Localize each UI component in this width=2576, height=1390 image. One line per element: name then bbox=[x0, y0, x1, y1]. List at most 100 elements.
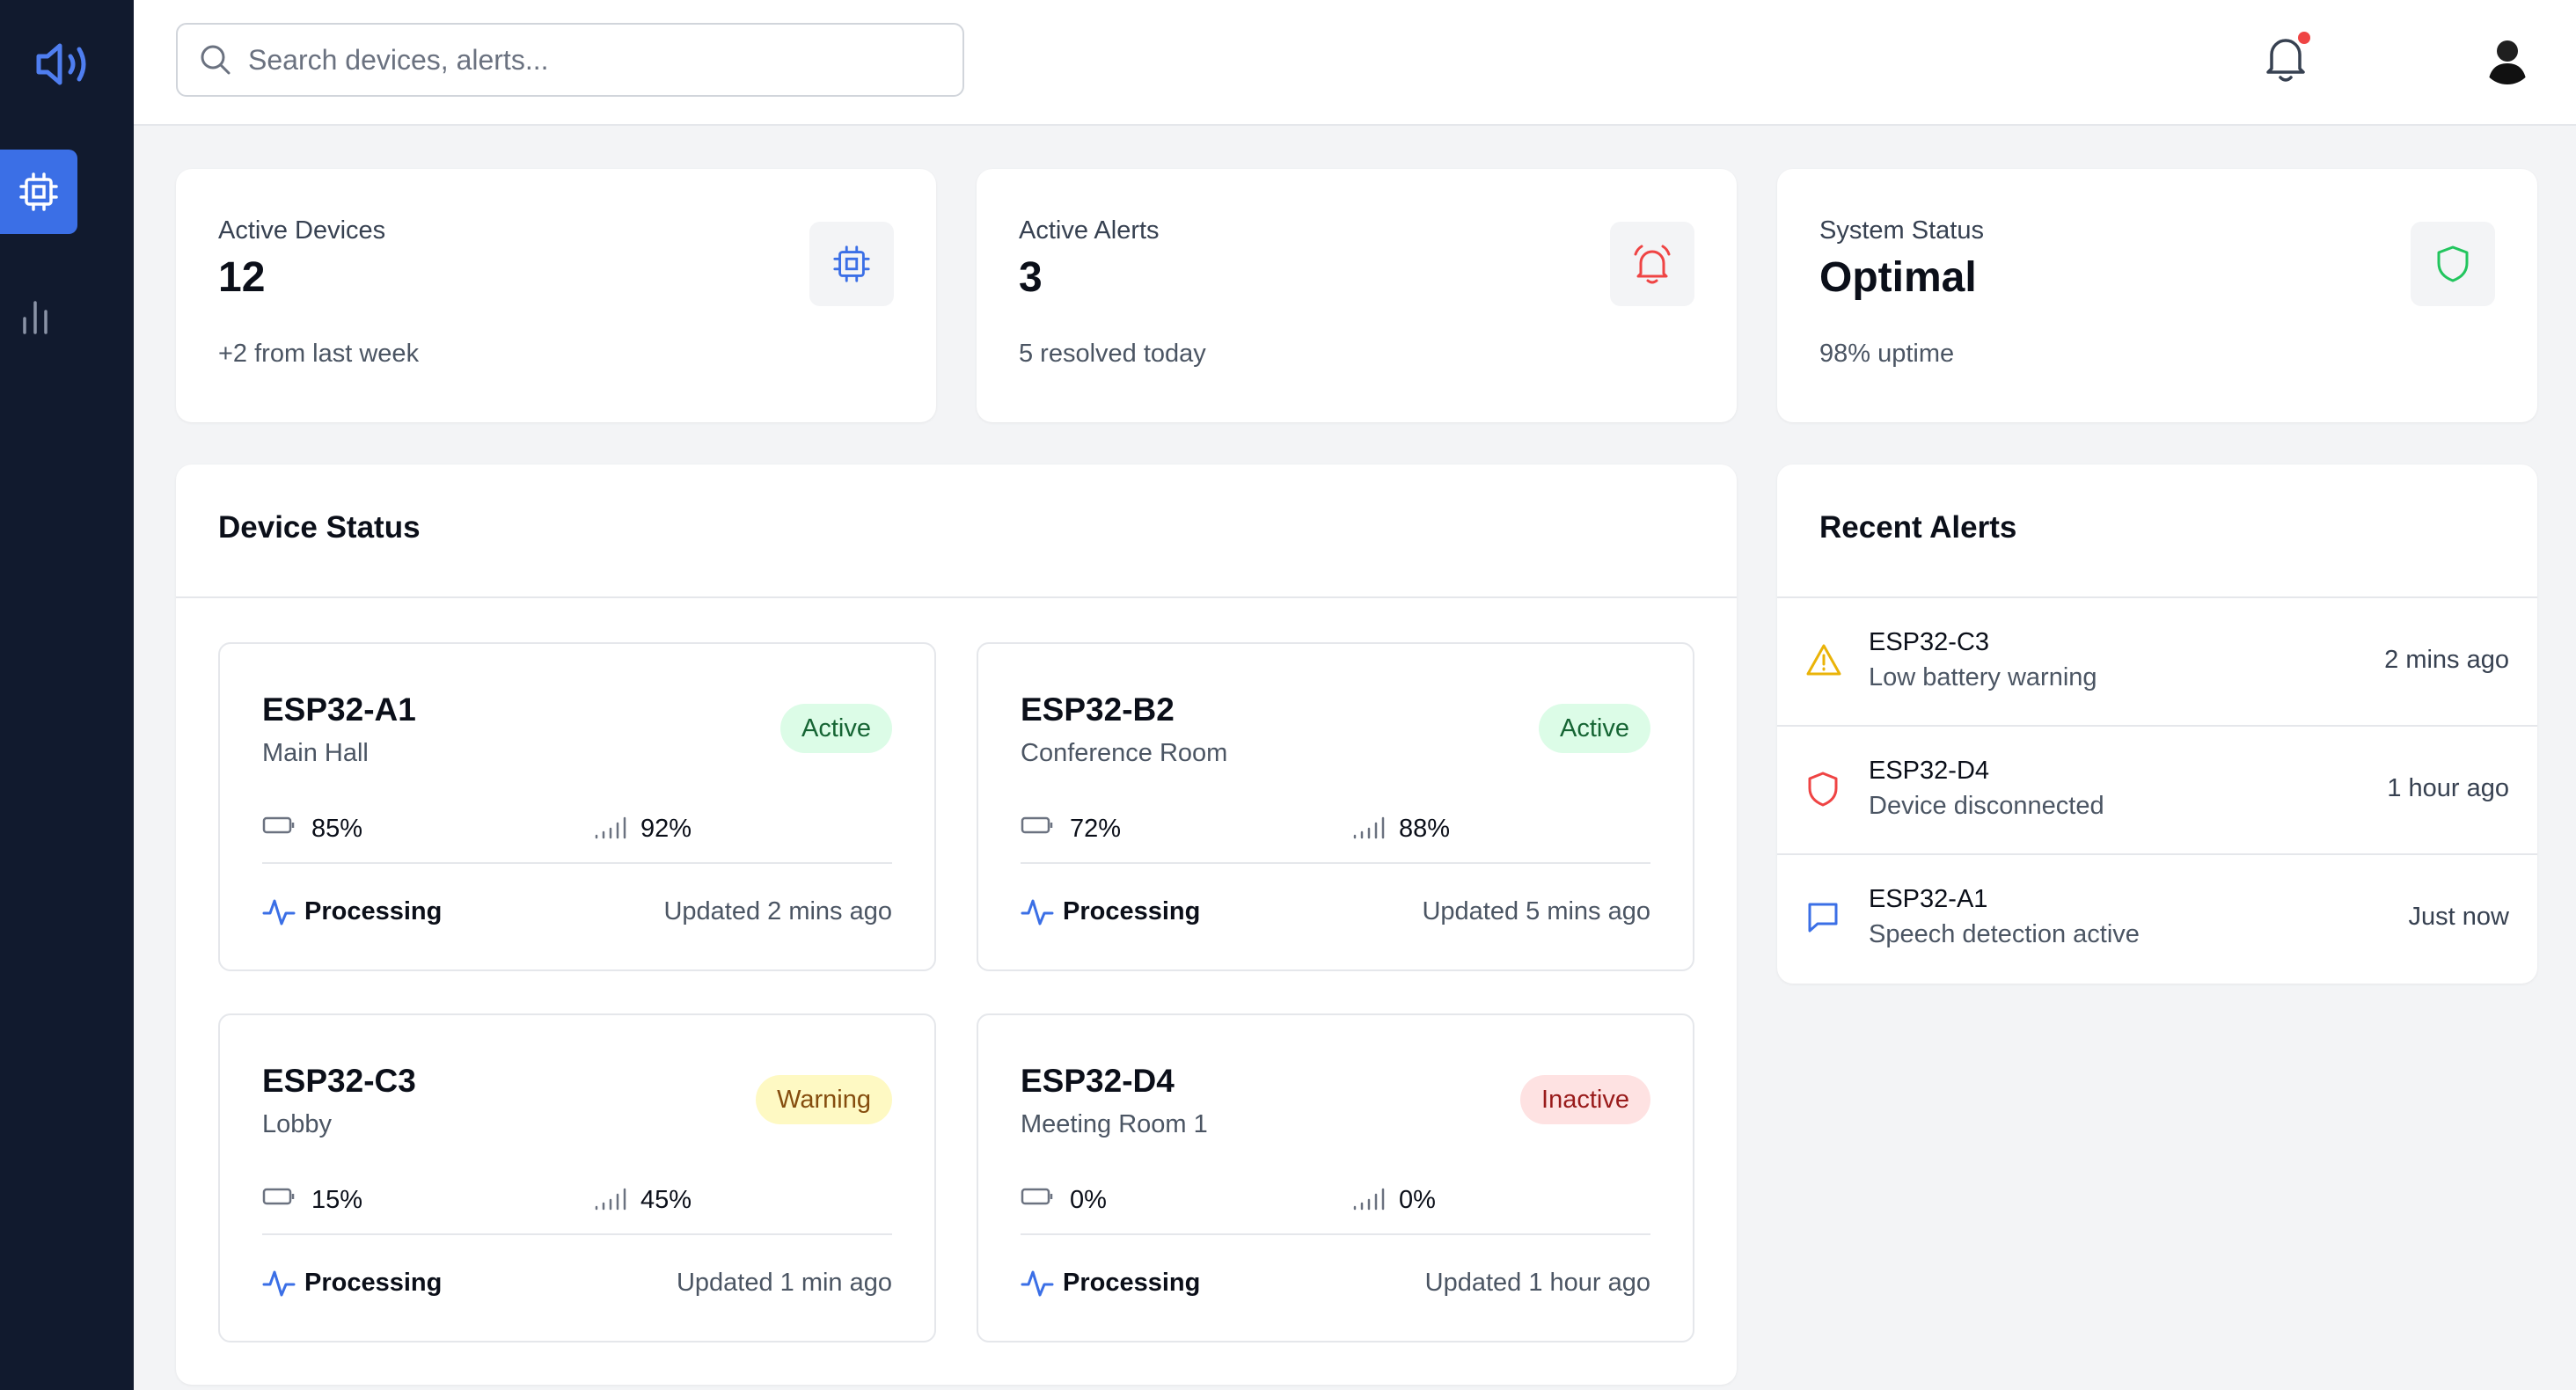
status-badge: Inactive bbox=[1520, 1075, 1650, 1124]
stat-icon-box bbox=[1610, 222, 1694, 306]
stat-card-active-alerts: Active Alerts 3 5 resolved today bbox=[977, 169, 1737, 422]
alert-device: ESP32-D4 bbox=[1869, 757, 1990, 785]
device-location: Conference Room bbox=[1021, 739, 1228, 767]
device-status-panel: Device Status ESP32-A1 Main Hall Active … bbox=[176, 465, 1737, 1385]
alarm-bell-icon bbox=[1634, 245, 1671, 284]
alert-message: Device disconnected bbox=[1869, 792, 2104, 820]
notification-bell-icon[interactable] bbox=[2261, 32, 2310, 84]
divider bbox=[176, 596, 1737, 598]
panel-title: Recent Alerts bbox=[1819, 510, 2017, 545]
signal-value: 88% bbox=[1399, 815, 1451, 843]
device-name: ESP32-B2 bbox=[1021, 691, 1175, 728]
updated-time: Updated 5 mins ago bbox=[1422, 897, 1650, 925]
device-name: ESP32-A1 bbox=[262, 691, 416, 728]
signal-icon bbox=[1353, 1188, 1385, 1211]
battery-value: 0% bbox=[1070, 1186, 1107, 1214]
processing-label: Processing bbox=[304, 897, 443, 925]
alert-message: Low battery warning bbox=[1869, 663, 2097, 691]
shield-icon bbox=[2437, 245, 2469, 282]
signal-icon bbox=[595, 816, 626, 839]
search-icon bbox=[201, 45, 231, 75]
sidebar bbox=[0, 0, 134, 1390]
divider bbox=[1021, 862, 1650, 864]
alert-device: ESP32-A1 bbox=[1869, 885, 1988, 913]
top-header bbox=[134, 0, 2576, 126]
activity-pulse-icon bbox=[262, 899, 296, 925]
stat-title: Active Devices bbox=[218, 216, 386, 245]
cpu-chip-icon bbox=[19, 172, 58, 211]
updated-time: Updated 2 mins ago bbox=[663, 897, 892, 925]
processing-label: Processing bbox=[1063, 1269, 1201, 1297]
battery-value: 15% bbox=[311, 1186, 363, 1214]
stat-subtext: 98% uptime bbox=[1819, 340, 1955, 368]
stat-card-system-status: System Status Optimal 98% uptime bbox=[1777, 169, 2537, 422]
alert-time: 1 hour ago bbox=[2387, 774, 2509, 802]
activity-pulse-icon bbox=[1021, 899, 1054, 925]
battery-value: 72% bbox=[1070, 815, 1122, 843]
shield-alert-icon bbox=[1808, 772, 1838, 807]
stat-title: Active Alerts bbox=[1019, 216, 1160, 245]
warning-triangle-icon bbox=[1806, 644, 1841, 676]
sidebar-item-devices[interactable] bbox=[0, 150, 77, 234]
alert-item[interactable]: ESP32-A1 Speech detection active Just no… bbox=[1777, 855, 2537, 984]
signal-icon bbox=[595, 1188, 626, 1211]
device-location: Lobby bbox=[262, 1110, 333, 1138]
cpu-chip-icon bbox=[833, 245, 870, 282]
updated-time: Updated 1 min ago bbox=[676, 1269, 892, 1297]
stat-card-active-devices: Active Devices 12 +2 from last week bbox=[176, 169, 936, 422]
notification-dot bbox=[2298, 32, 2310, 44]
divider bbox=[1021, 1233, 1650, 1235]
updated-time: Updated 1 hour ago bbox=[1424, 1269, 1650, 1297]
stat-value: Optimal bbox=[1819, 254, 1977, 301]
device-card[interactable]: ESP32-D4 Meeting Room 1 Inactive 0% 0% P… bbox=[977, 1013, 1694, 1342]
processing-label: Processing bbox=[1063, 897, 1201, 925]
stat-subtext: +2 from last week bbox=[218, 340, 420, 368]
speaker-icon[interactable] bbox=[33, 39, 91, 90]
battery-icon bbox=[1021, 1188, 1053, 1205]
signal-value: 92% bbox=[640, 815, 692, 843]
alert-message: Speech detection active bbox=[1869, 920, 2140, 948]
stat-value: 3 bbox=[1019, 254, 1043, 301]
alert-time: Just now bbox=[2408, 903, 2509, 931]
sidebar-item-analytics[interactable] bbox=[18, 297, 55, 336]
battery-value: 85% bbox=[311, 815, 363, 843]
activity-pulse-icon bbox=[262, 1270, 296, 1297]
avatar[interactable] bbox=[2481, 32, 2534, 84]
alert-time: 2 mins ago bbox=[2384, 646, 2509, 674]
device-name: ESP32-C3 bbox=[262, 1063, 416, 1099]
divider bbox=[262, 1233, 892, 1235]
status-badge: Warning bbox=[756, 1075, 892, 1124]
device-location: Main Hall bbox=[262, 739, 369, 767]
signal-icon bbox=[1353, 816, 1385, 839]
recent-alerts-panel: Recent Alerts ESP32-C3 Low battery warni… bbox=[1777, 465, 2537, 984]
stat-icon-box bbox=[2411, 222, 2495, 306]
signal-value: 0% bbox=[1399, 1186, 1436, 1214]
status-badge: Active bbox=[1539, 704, 1650, 753]
device-card[interactable]: ESP32-B2 Conference Room Active 72% 88% … bbox=[977, 642, 1694, 971]
battery-icon bbox=[1021, 816, 1053, 834]
activity-pulse-icon bbox=[1021, 1270, 1054, 1297]
message-icon bbox=[1808, 903, 1838, 933]
user-avatar-icon bbox=[2488, 40, 2527, 84]
alert-device: ESP32-C3 bbox=[1869, 628, 1990, 656]
device-card[interactable]: ESP32-C3 Lobby Warning 15% 45% Processin… bbox=[218, 1013, 936, 1342]
alert-item[interactable]: ESP32-D4 Device disconnected 1 hour ago bbox=[1777, 727, 2537, 855]
stat-icon-box bbox=[809, 222, 894, 306]
battery-icon bbox=[262, 1188, 295, 1205]
divider bbox=[1777, 596, 2537, 598]
status-badge: Active bbox=[780, 704, 892, 753]
divider bbox=[262, 862, 892, 864]
stat-title: System Status bbox=[1819, 216, 1984, 245]
stat-subtext: 5 resolved today bbox=[1019, 340, 1206, 368]
panel-title: Device Status bbox=[218, 510, 421, 545]
device-location: Meeting Room 1 bbox=[1021, 1110, 1208, 1138]
alert-item[interactable]: ESP32-C3 Low battery warning 2 mins ago bbox=[1777, 598, 2537, 727]
battery-icon bbox=[262, 816, 295, 834]
signal-value: 45% bbox=[640, 1186, 692, 1214]
search-input[interactable] bbox=[248, 43, 934, 77]
device-name: ESP32-D4 bbox=[1021, 1063, 1175, 1099]
search-box[interactable] bbox=[176, 23, 964, 97]
processing-label: Processing bbox=[304, 1269, 443, 1297]
stat-value: 12 bbox=[218, 254, 266, 301]
device-card[interactable]: ESP32-A1 Main Hall Active 85% 92% Proces… bbox=[218, 642, 936, 971]
